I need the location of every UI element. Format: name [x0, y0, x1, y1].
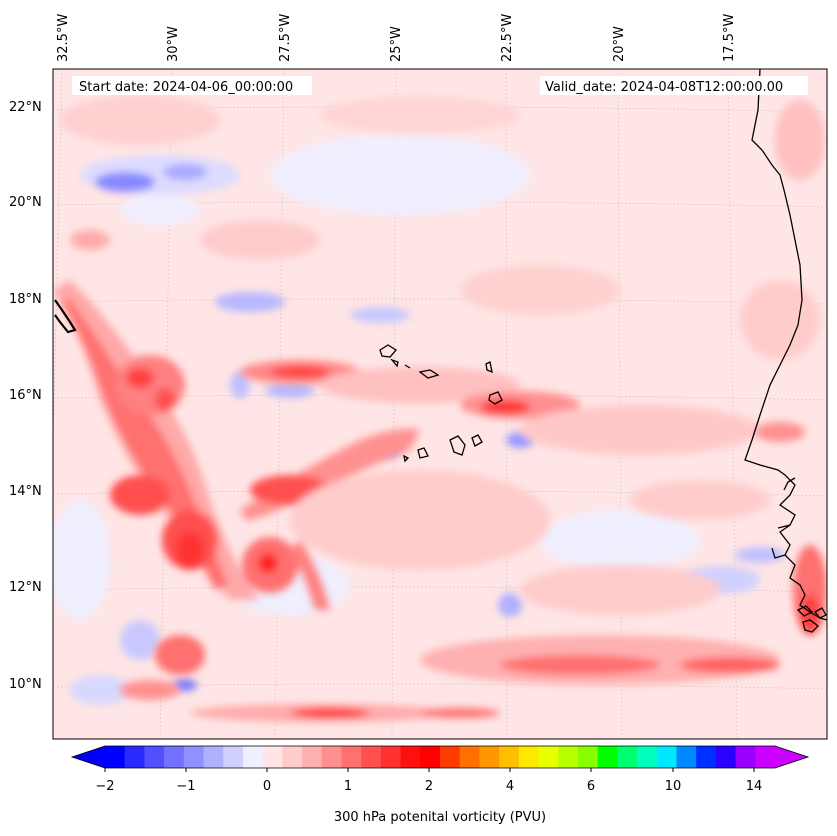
colorbar-tick-label: 0 [263, 779, 271, 794]
colorbar-ticks [104, 768, 755, 772]
colorbar-segment [617, 746, 638, 768]
valid-date-box [540, 76, 808, 95]
lon-label: 32.5°W [56, 14, 71, 62]
colorbar-segment [380, 746, 402, 768]
lon-label: 20°W [612, 26, 627, 62]
colorbar-segment [479, 746, 500, 768]
lon-label: 27.5°W [278, 14, 293, 62]
colorbar-segment [223, 746, 244, 768]
colorbar-segment [420, 746, 441, 768]
colorbar-segment [735, 746, 756, 768]
lat-label: 18°N [9, 292, 42, 307]
lat-label: 14°N [9, 484, 42, 499]
lat-label: 12°N [9, 580, 42, 595]
colorbar-segment [459, 746, 480, 768]
colorbar-segment [164, 746, 185, 768]
start-date-label: Start date: 2024-04-06_00:00:00 [79, 80, 293, 95]
colorbar-segment [262, 746, 283, 768]
colorbar-tick-label: −2 [95, 779, 114, 794]
colorbar-segment [676, 746, 697, 768]
colorbar-segment [203, 746, 224, 768]
lat-label: 10°N [9, 677, 42, 692]
colorbar-tick-label: 4 [506, 779, 514, 794]
colorbar-tick-labels: −2 −1 0 1 2 4 6 10 14 [95, 779, 762, 794]
colorbar-segment [282, 746, 303, 768]
start-date-box [72, 76, 312, 95]
colorbar-tick-label: 2 [425, 779, 433, 794]
colorbar-segment [242, 746, 264, 768]
colorbar-segment [597, 746, 618, 768]
positive-pv-areas [53, 95, 827, 722]
colorbar-segment [440, 746, 461, 768]
colorbar-tick-label: 1 [344, 779, 352, 794]
colorbar-tick-label: −1 [176, 779, 195, 794]
colorbar-segment [715, 746, 737, 768]
colorbar-segment [400, 746, 421, 768]
coastlines [54, 69, 827, 633]
valid-date-label: Valid_date: 2024-04-08T12:00:00.00 [545, 80, 783, 95]
map-panel [53, 69, 827, 739]
latitude-labels: 22°N 20°N 18°N 16°N 14°N 12°N 10°N [9, 100, 42, 692]
colorbar-segment [656, 746, 677, 768]
colorbar-segment [499, 746, 520, 768]
longitude-labels: 32.5°W 30°W 27.5°W 25°W 22.5°W 20°W 17.5… [56, 14, 737, 62]
colorbar-segment [144, 746, 165, 768]
colorbar-tick-label: 14 [746, 779, 763, 794]
colorbar-segment [341, 746, 362, 768]
lon-label: 25°W [389, 26, 404, 62]
colorbar-under-arrow [72, 746, 105, 768]
colorbar-segment [518, 746, 540, 768]
colorbar-over-arrow [775, 746, 808, 768]
colorbar-segment [183, 746, 205, 768]
colorbar-segment [558, 746, 579, 768]
colorbar-segment [105, 746, 126, 768]
lon-label: 22.5°W [500, 14, 515, 62]
colorbar-segment [696, 746, 717, 768]
colorbar-tick-label: 10 [665, 779, 682, 794]
colorbar-segment [637, 746, 658, 768]
lat-label: 20°N [9, 195, 42, 210]
colorbar-segment [302, 746, 323, 768]
lon-label: 30°W [166, 26, 181, 62]
colorbar-segment [538, 746, 559, 768]
colorbar-segments [105, 746, 776, 768]
colorbar: −2 −1 0 1 2 4 6 10 14 300 hPa potenital … [70, 745, 810, 825]
colorbar-segment [755, 746, 776, 768]
map-frame [52, 68, 828, 740]
colorbar-segment [321, 746, 342, 768]
colorbar-label: 300 hPa potenital vorticity (PVU) [334, 810, 546, 825]
negative-pv-areas [53, 135, 785, 705]
colorbar-segment [577, 746, 599, 768]
lat-label: 16°N [9, 388, 42, 403]
lon-label: 17.5°W [722, 14, 737, 62]
colorbar-segment [124, 746, 145, 768]
africa-coastline [744, 69, 827, 621]
colorbar-segment [361, 746, 382, 768]
lat-label: 22°N [9, 100, 42, 115]
colorbar-tick-label: 6 [587, 779, 595, 794]
